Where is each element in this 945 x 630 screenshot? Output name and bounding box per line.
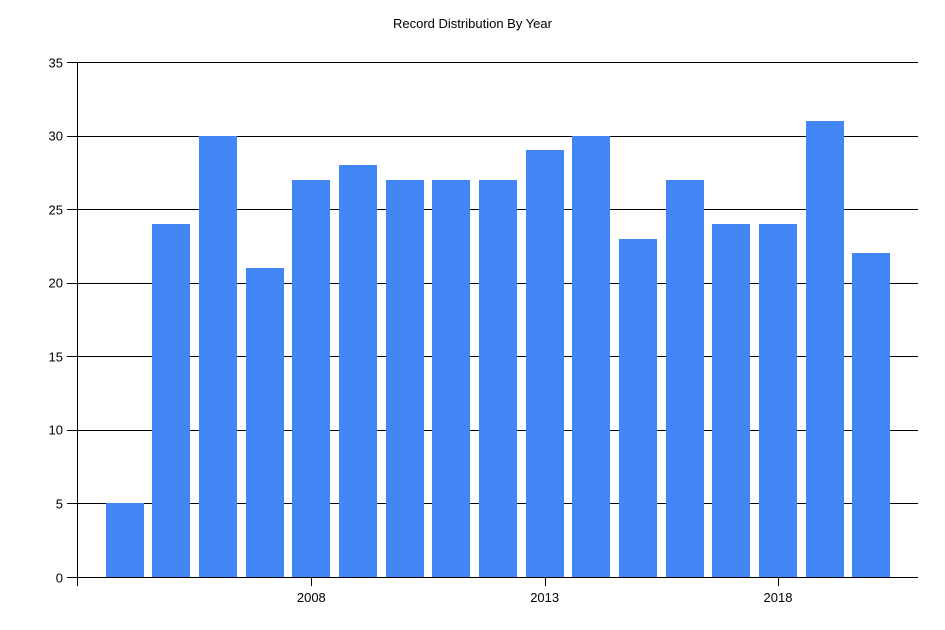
y-axis-tick — [67, 356, 77, 358]
bar — [245, 268, 284, 577]
y-axis-label: 10 — [48, 422, 63, 438]
x-axis-origin-tick — [77, 578, 78, 586]
y-axis-tick — [67, 429, 77, 431]
bar — [619, 238, 657, 577]
bar — [152, 223, 191, 577]
gridline — [78, 62, 918, 63]
y-axis-label: 25 — [48, 202, 63, 218]
x-axis-tick — [311, 578, 313, 586]
y-axis-label: 5 — [55, 496, 63, 512]
gridline — [78, 135, 918, 137]
y-axis-tick — [67, 135, 77, 137]
bar — [852, 253, 891, 577]
bar — [805, 120, 844, 577]
y-axis-label: 0 — [55, 570, 63, 585]
y-axis-label: 30 — [48, 128, 63, 144]
y-axis-tick — [67, 503, 77, 505]
x-axis-label: 2018 — [763, 590, 793, 605]
y-axis-tick — [67, 577, 77, 578]
x-axis-label: 2008 — [296, 590, 326, 605]
bar — [712, 223, 751, 577]
bar — [525, 150, 564, 577]
bar — [572, 135, 611, 577]
y-axis-label: 20 — [48, 275, 63, 291]
y-axis-tick — [67, 62, 77, 63]
x-axis-tick — [778, 578, 779, 586]
chart-title: Record Distribution By Year — [393, 16, 552, 31]
bar — [479, 179, 517, 577]
bar — [385, 179, 424, 577]
plot-area: 0 5 10 15 20 25 30 35 2008 2013 2018 — [49, 55, 918, 605]
y-axis-tick — [67, 209, 77, 211]
y-axis-tick — [67, 282, 77, 284]
bar — [339, 165, 377, 577]
bar — [665, 179, 704, 577]
x-axis-tick — [544, 578, 546, 586]
bar — [105, 503, 144, 577]
bar — [432, 179, 471, 577]
x-axis-label: 2013 — [530, 590, 560, 605]
bar — [292, 179, 331, 577]
bar — [759, 223, 797, 577]
bar — [199, 135, 237, 577]
y-axis-label: 15 — [48, 349, 63, 365]
y-axis-label: 35 — [48, 55, 63, 70]
